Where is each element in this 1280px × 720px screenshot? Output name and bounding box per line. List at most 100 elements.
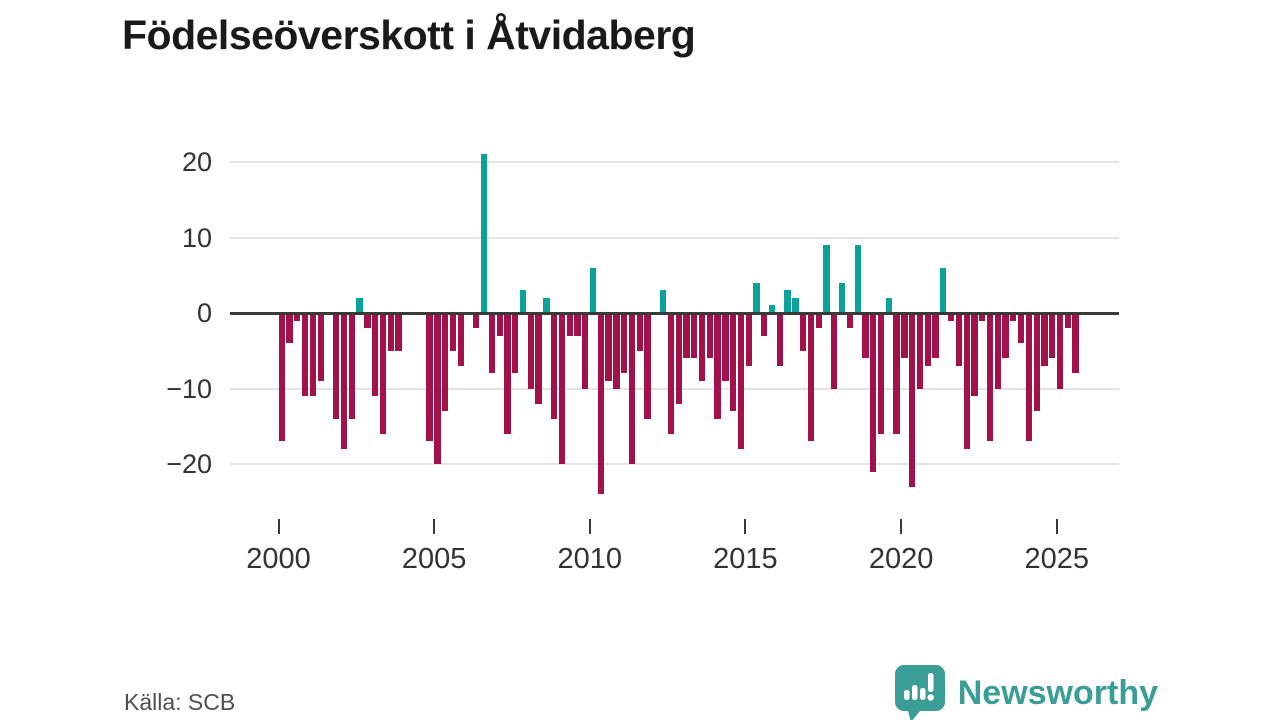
bar xyxy=(737,313,745,449)
y-axis-tick-label: 0 xyxy=(196,298,212,328)
x-axis-tick xyxy=(277,519,280,534)
bar xyxy=(971,313,978,397)
bar xyxy=(496,313,503,336)
y-axis-tick-label: −10 xyxy=(166,373,212,404)
bar xyxy=(862,313,869,359)
gridline xyxy=(230,387,1119,390)
bar xyxy=(1002,313,1009,359)
bar xyxy=(947,313,955,321)
bar xyxy=(605,313,612,381)
bar xyxy=(659,290,667,313)
bar xyxy=(574,313,581,336)
bar xyxy=(636,313,643,351)
source-note: Källa: SCB xyxy=(124,689,236,715)
x-axis-tick xyxy=(588,519,591,534)
bar xyxy=(1025,313,1033,442)
bar xyxy=(994,313,1001,389)
bar xyxy=(955,313,963,366)
bar xyxy=(1072,313,1079,374)
x-axis-tick-label: 2010 xyxy=(557,543,623,575)
bar xyxy=(784,290,791,313)
bar xyxy=(1010,313,1017,321)
x-axis-tick xyxy=(433,519,436,534)
bar xyxy=(317,313,324,381)
bar xyxy=(340,313,348,449)
bar xyxy=(831,313,838,389)
x-axis-tick-label: 2020 xyxy=(868,543,934,575)
y-axis-tick-label: −20 xyxy=(166,449,212,479)
bar xyxy=(597,313,604,495)
bar xyxy=(846,313,854,329)
bar xyxy=(706,313,713,359)
bar xyxy=(854,245,861,313)
bar xyxy=(371,313,379,397)
bar xyxy=(613,313,620,389)
bar xyxy=(870,313,877,472)
bar xyxy=(940,267,947,313)
bar xyxy=(442,313,449,412)
gridline xyxy=(230,463,1119,465)
bar xyxy=(1041,313,1048,366)
bar xyxy=(628,313,636,464)
bar xyxy=(278,313,285,442)
newsworthy-bubble-icon xyxy=(894,665,945,720)
bar xyxy=(753,282,760,313)
x-axis-tick-label: 2025 xyxy=(1024,543,1089,575)
bar xyxy=(504,313,511,434)
bar xyxy=(722,313,729,381)
bar xyxy=(885,297,892,313)
bar xyxy=(558,313,566,464)
x-axis-tick xyxy=(1055,519,1058,534)
bar xyxy=(426,313,433,442)
bar xyxy=(364,313,371,329)
bar xyxy=(807,313,815,442)
bar xyxy=(730,313,737,412)
bar xyxy=(286,313,293,344)
bar xyxy=(901,313,908,359)
bar xyxy=(916,313,924,389)
bar xyxy=(348,313,355,419)
bar xyxy=(1056,313,1064,389)
x-axis-tick-label: 2015 xyxy=(713,543,778,575)
x-axis-tick xyxy=(900,519,903,534)
bar xyxy=(589,267,597,313)
gridline xyxy=(230,161,1119,163)
bar xyxy=(301,313,309,397)
bar xyxy=(761,313,768,336)
bar xyxy=(683,313,690,359)
bar xyxy=(675,313,682,404)
bar xyxy=(823,245,830,313)
bar xyxy=(387,313,394,351)
bar xyxy=(932,313,939,359)
newsworthy-logo[interactable]: Newsworthy xyxy=(894,664,1158,720)
bar xyxy=(535,313,542,404)
zero-axis-line xyxy=(230,312,1119,315)
bar xyxy=(776,313,783,366)
bar xyxy=(815,313,822,329)
bar xyxy=(838,282,846,313)
bar xyxy=(512,313,519,374)
bar xyxy=(1017,313,1025,344)
bar xyxy=(621,313,628,374)
bar xyxy=(924,313,931,366)
bar xyxy=(1033,313,1040,412)
bar xyxy=(1049,313,1056,359)
x-axis-tick-label: 2005 xyxy=(401,543,467,575)
bar xyxy=(309,313,317,397)
bar xyxy=(963,313,970,449)
newsworthy-wordmark: Newsworthy xyxy=(957,673,1158,712)
bar xyxy=(698,313,706,381)
bar xyxy=(768,305,776,313)
bar xyxy=(434,313,441,464)
bar xyxy=(893,313,900,434)
bar xyxy=(333,313,340,419)
bar xyxy=(473,313,480,329)
bar xyxy=(1064,313,1071,329)
bar xyxy=(644,313,651,419)
bar xyxy=(582,313,589,389)
gridline xyxy=(230,236,1119,239)
bar xyxy=(714,313,721,419)
bar xyxy=(986,313,994,442)
bar xyxy=(356,297,363,313)
